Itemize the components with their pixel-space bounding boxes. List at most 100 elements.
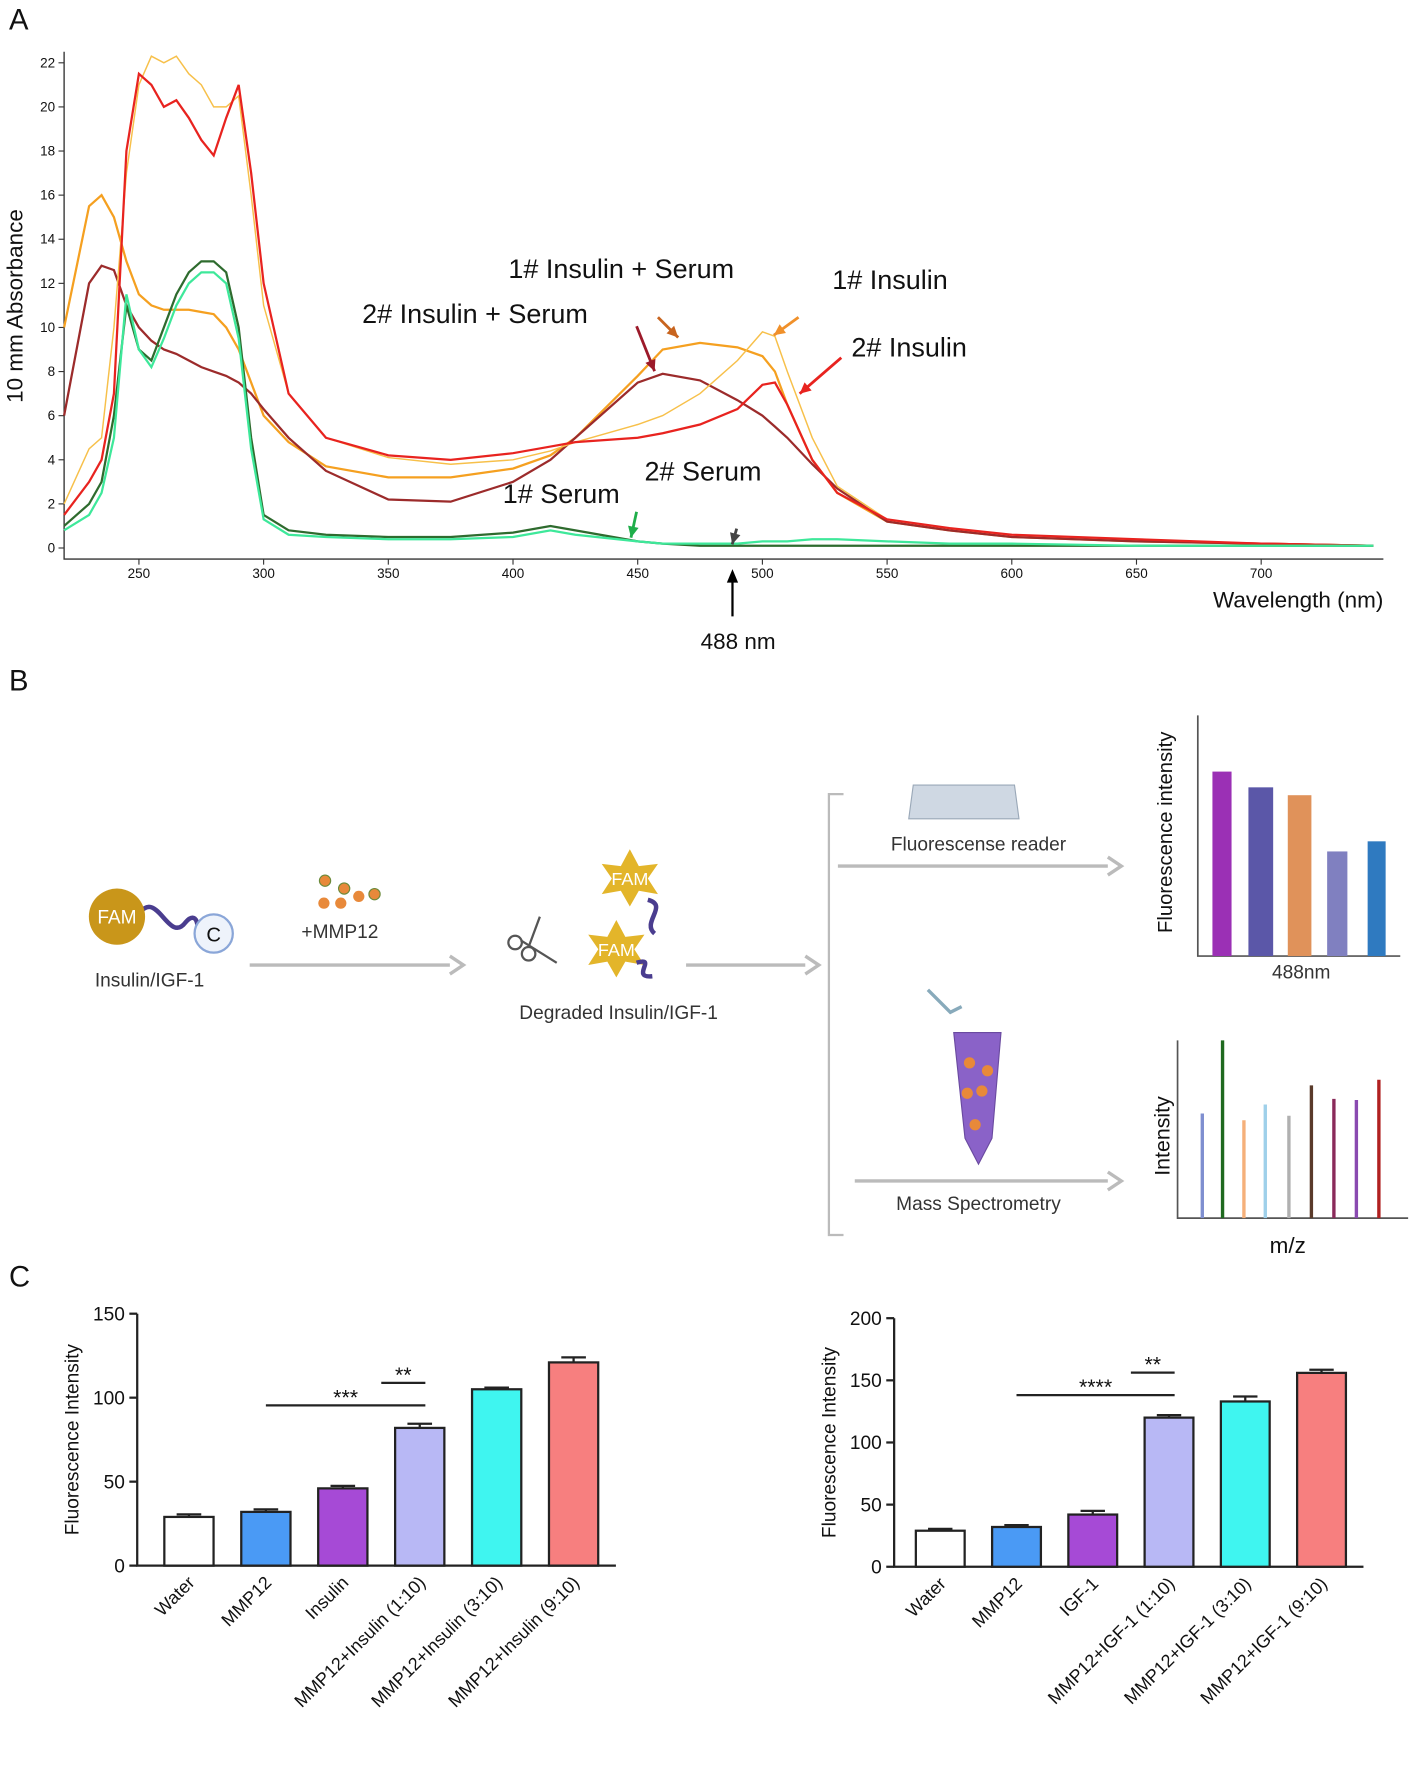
label-arrow-head: [799, 382, 812, 394]
significance-label: **: [1144, 1353, 1161, 1377]
annotation-arrow-head: [726, 569, 739, 583]
spectrum-line: [63, 71, 1374, 547]
x-tick-label: Insulin: [301, 1572, 352, 1623]
dot: [981, 1065, 994, 1077]
enzyme-dots: [318, 874, 381, 909]
y-tick-label: 10: [40, 320, 55, 335]
scissor-handle: [520, 945, 537, 962]
x-tick-label: MMP12+Insulin (1:10): [290, 1572, 429, 1711]
arrow-head: [1106, 1170, 1125, 1192]
series-label: 2# Insulin: [851, 333, 967, 363]
y-tick-label: 50: [861, 1495, 882, 1516]
label-arrow-head: [773, 324, 786, 336]
series-label: 2# Serum: [644, 456, 761, 486]
y-tick-label: 22: [40, 55, 55, 70]
y-tick-label: 150: [93, 1304, 125, 1325]
y-tick-label: 12: [40, 276, 55, 291]
y-tick-label: 0: [114, 1556, 125, 1577]
scissor-blade: [520, 939, 558, 964]
y-tick-label: 18: [40, 144, 55, 159]
y-axis-label: 10 mm Absorbance: [2, 209, 27, 403]
y-tick-label: 8: [48, 364, 56, 379]
label-arrow-head: [645, 358, 656, 372]
tube: [953, 1031, 1002, 1166]
series-label: 2# Insulin + Serum: [362, 299, 588, 329]
arrow-head: [1106, 855, 1125, 877]
y-tick-label: 0: [48, 540, 56, 555]
significance-label: ****: [1079, 1375, 1112, 1399]
bar: [470, 1388, 523, 1567]
axis: [893, 1318, 1364, 1568]
x-tick-label: MMP12+Insulin (3:10): [367, 1572, 506, 1711]
c-label: C: [206, 924, 221, 946]
bar: [990, 1525, 1043, 1568]
y-tick-label: 150: [850, 1371, 882, 1392]
schematic-axis-label: Fluorescence intensity: [1155, 731, 1177, 933]
peptide-chain: [137, 904, 200, 936]
y-tick-label: 14: [40, 232, 55, 247]
spectrum-line: [63, 271, 1374, 547]
schematic-sticks: [1200, 1040, 1381, 1219]
significance-label: ***: [333, 1385, 358, 1409]
label-arrow-head: [666, 325, 679, 338]
x-tick-label: IGF-1: [1056, 1573, 1103, 1620]
y-tick-label: 20: [40, 99, 55, 114]
x-tick-label: 250: [128, 566, 150, 581]
schematic-bar: [1367, 841, 1386, 957]
x-tick-label: 300: [252, 566, 274, 581]
dot: [976, 1085, 988, 1097]
fam-label: FAM: [97, 907, 136, 928]
schematic-bar: [1248, 787, 1274, 957]
x-tick-label: MMP12+IGF-1 (1:10): [1044, 1573, 1179, 1708]
label-arrow-head: [730, 532, 741, 545]
x-tick-label: MMP12+IGF-1 (9:10): [1196, 1573, 1331, 1708]
x-tick-label: Water: [902, 1573, 950, 1621]
scissors: [507, 916, 558, 964]
x-tick-label: MMP12+Insulin (9:10): [444, 1572, 583, 1711]
schematic-bar: [1327, 851, 1348, 957]
bracket: [827, 792, 844, 1237]
c-terminus: [193, 913, 234, 954]
x-tick-label: 450: [626, 566, 649, 581]
y-tick-label: 0: [871, 1558, 882, 1579]
dot: [961, 1087, 973, 1099]
bar: [163, 1515, 215, 1567]
bar: [1219, 1400, 1271, 1568]
axis: [63, 51, 1384, 560]
bar: [1295, 1371, 1348, 1568]
x-tick-label: 550: [876, 566, 899, 581]
panel-label: A: [9, 4, 29, 36]
annotation: 488 nm: [701, 629, 776, 654]
scissor-blade: [527, 916, 541, 948]
significance-label: **: [395, 1363, 412, 1387]
y-axis-label: Fluorescence Intensity: [820, 1346, 841, 1538]
schematic-bar: [1212, 771, 1232, 957]
x-tick-label: MMP12+IGF-1 (3:10): [1120, 1573, 1255, 1708]
x-tick-label: Water: [151, 1572, 199, 1620]
schematic-x-label: 488nm: [1272, 963, 1330, 984]
bar: [1067, 1513, 1119, 1568]
label-arrow-head: [628, 525, 639, 538]
pipette: [926, 988, 963, 1015]
dot: [969, 1119, 981, 1131]
dot: [963, 1057, 976, 1069]
dot: [335, 897, 347, 909]
y-tick-label: 2: [48, 496, 56, 511]
enzyme-label: +MMP12: [301, 922, 378, 943]
bar: [547, 1361, 600, 1567]
dot: [318, 897, 330, 909]
x-tick-label: 400: [502, 566, 525, 581]
x-tick-label: MMP12: [217, 1572, 275, 1630]
series-label: 1# Insulin: [832, 265, 948, 295]
panel-label: B: [9, 666, 29, 698]
y-tick-label: 6: [48, 408, 56, 423]
panel-label: C: [9, 1262, 30, 1294]
dot: [353, 890, 365, 903]
series-label: 1# Insulin + Serum: [508, 254, 734, 284]
y-tick-label: 100: [850, 1433, 882, 1454]
axis: [136, 1313, 616, 1567]
scissor-handle: [507, 934, 523, 951]
fragment: [635, 959, 653, 979]
fragment: [647, 897, 659, 936]
